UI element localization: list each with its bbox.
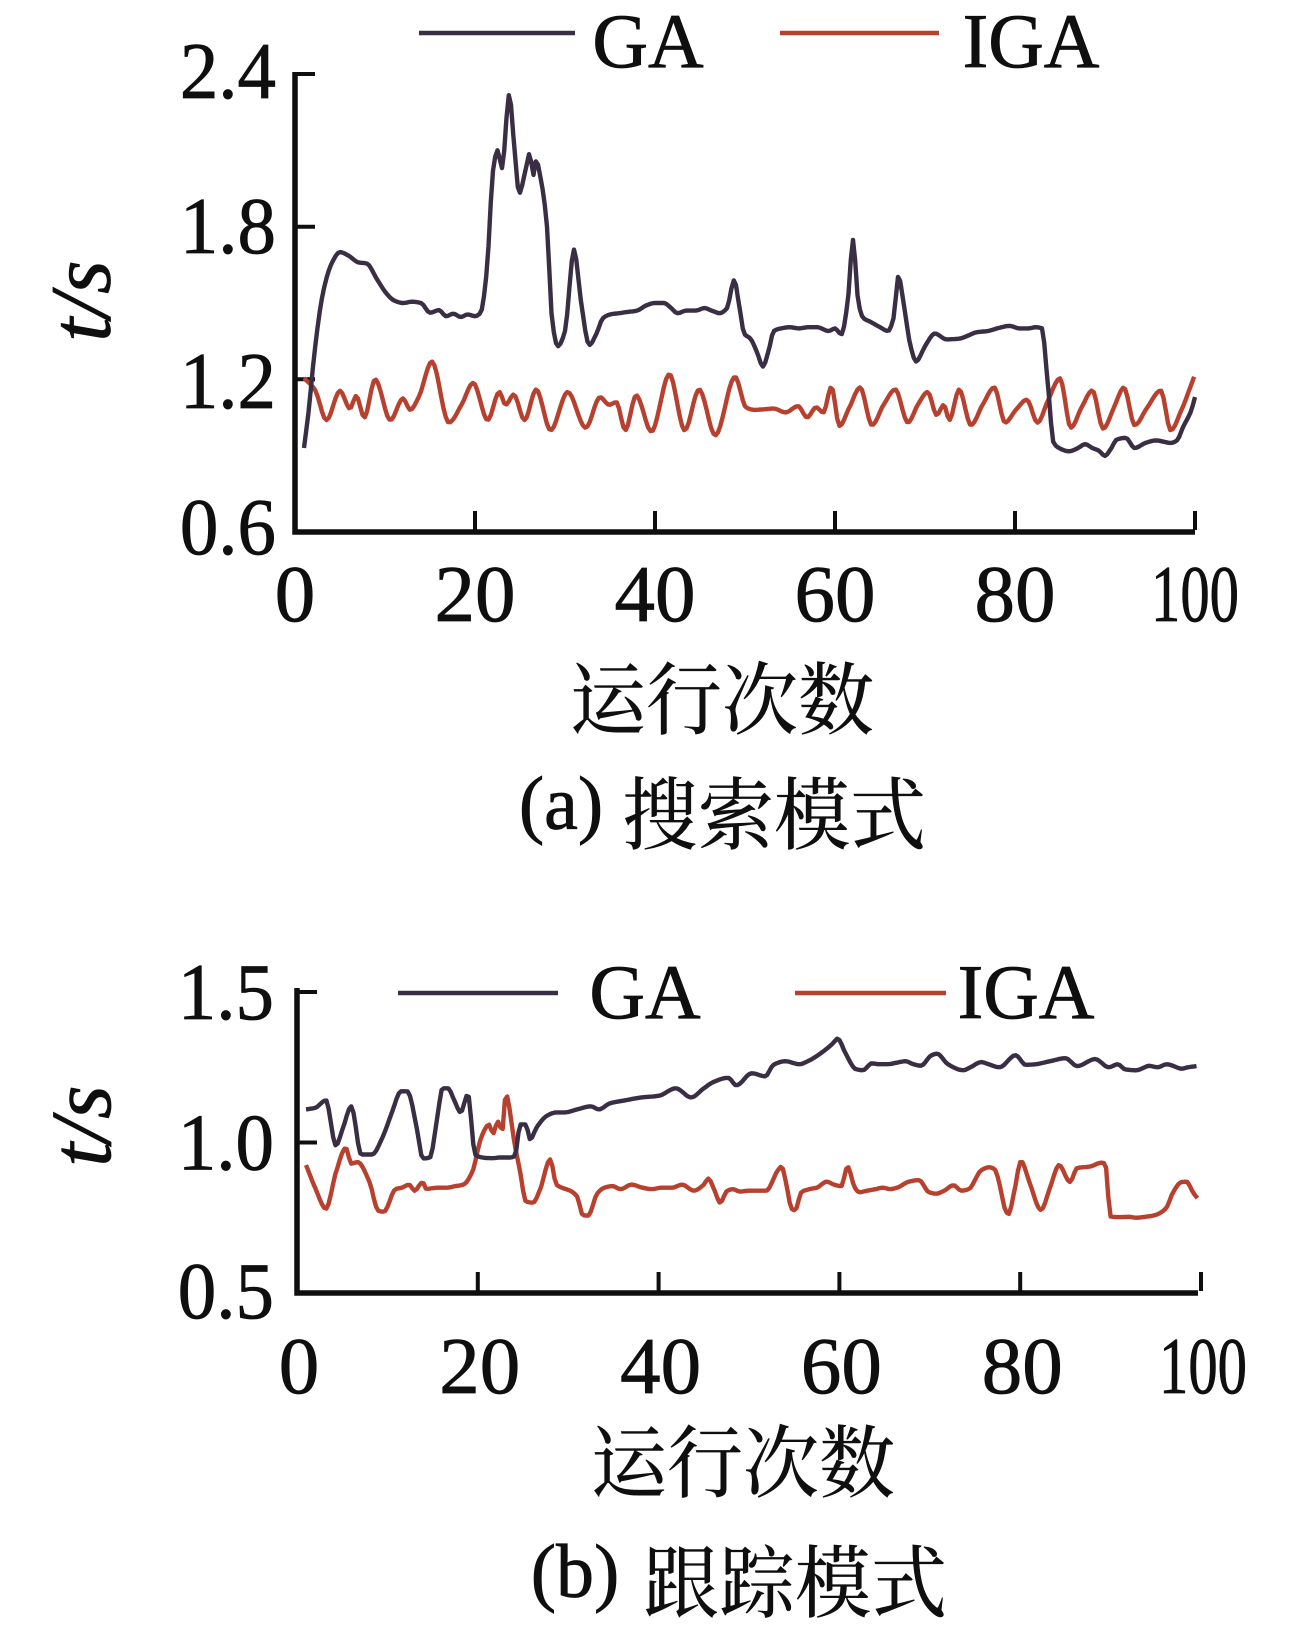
svg-text:0.6: 0.6 (180, 483, 276, 572)
svg-text:20: 20 (439, 1321, 520, 1411)
svg-text:1.8: 1.8 (180, 182, 276, 271)
svg-text:1.2: 1.2 (180, 337, 276, 426)
svg-text:60: 60 (795, 549, 876, 639)
svg-text:0: 0 (275, 549, 316, 639)
svg-text:40: 40 (620, 1321, 701, 1411)
svg-text:IGA: IGA (963, 0, 1100, 84)
svg-text:t/s: t/s (33, 1085, 129, 1166)
svg-text:0: 0 (279, 1321, 320, 1411)
svg-text:(b): (b) (531, 1530, 620, 1614)
svg-text:40: 40 (615, 549, 696, 639)
svg-text:2.4: 2.4 (180, 27, 276, 116)
svg-text:GA: GA (592, 0, 704, 84)
svg-text:20: 20 (435, 549, 516, 639)
svg-text:100: 100 (1159, 1321, 1247, 1411)
svg-text:t/s: t/s (33, 260, 129, 341)
svg-text:GA: GA (589, 949, 701, 1035)
svg-text:80: 80 (975, 549, 1056, 639)
svg-text:(a): (a) (519, 762, 603, 846)
svg-text:60: 60 (801, 1321, 882, 1411)
svg-text:0.5: 0.5 (178, 1247, 274, 1336)
svg-text:1.0: 1.0 (178, 1099, 274, 1188)
svg-text:100: 100 (1151, 549, 1239, 639)
svg-text:IGA: IGA (958, 949, 1095, 1035)
svg-text:1.5: 1.5 (178, 948, 274, 1037)
svg-text:80: 80 (982, 1321, 1063, 1411)
